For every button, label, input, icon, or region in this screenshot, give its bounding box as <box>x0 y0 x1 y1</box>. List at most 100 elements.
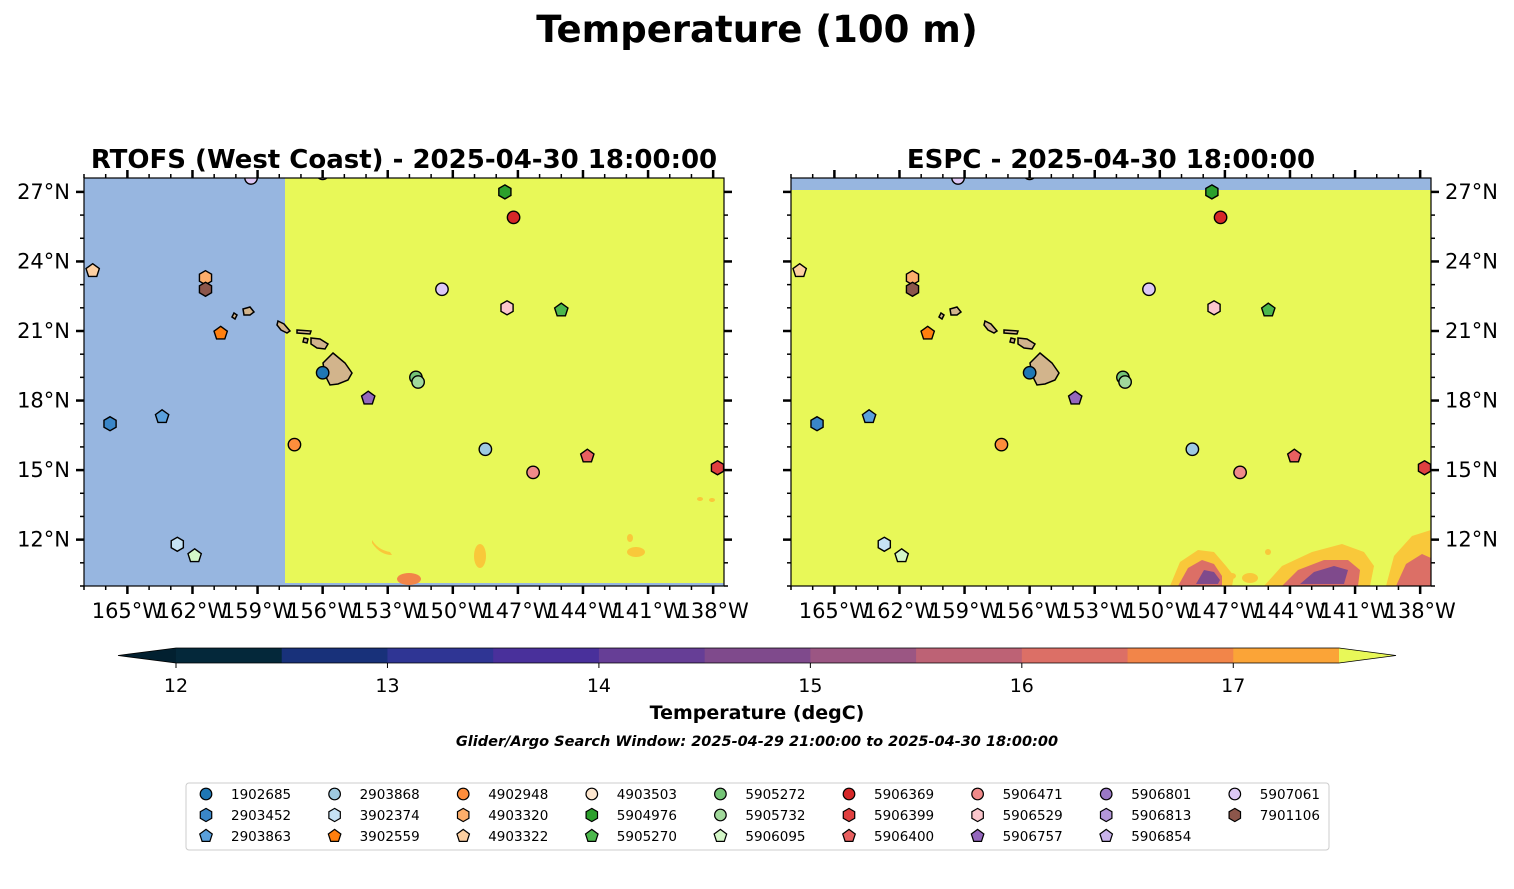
legend-entries: 1902685 2903452 2903863 2903868 3902374 39025… <box>199 787 1320 845</box>
legend-label: 5906801 <box>1131 787 1191 803</box>
left-float-5907061 <box>435 282 449 297</box>
legend-marker-3902559 <box>327 828 342 842</box>
legend-entry: 4903503 <box>585 787 677 803</box>
right-xtick-label: 138°W <box>1384 599 1456 623</box>
legend-marker-5907061 <box>1228 787 1242 801</box>
right-ytick-label: 24°N <box>1445 249 1498 273</box>
colorbar-segments <box>117 647 1397 664</box>
left-ytick-label: 24°N <box>17 249 70 273</box>
legend-label: 4902948 <box>488 787 548 803</box>
right-float-5904976 <box>1205 184 1219 200</box>
left-float-5905732 <box>411 375 426 389</box>
legend-label: 4903322 <box>488 829 548 845</box>
legend-entry: 5906399 <box>842 807 934 824</box>
colorbar-tick-label: 15 <box>798 675 822 697</box>
legend-entry: 5906471 <box>971 787 1063 803</box>
right-cool-patches <box>1170 530 1431 586</box>
colorbar-tick-label: 17 <box>1221 675 1245 697</box>
left-island-kauai <box>242 306 256 316</box>
legend-marker-5905732 <box>714 808 727 822</box>
legend-box <box>185 782 1330 851</box>
right-float-4903322 <box>792 262 808 278</box>
legend-label: 5906757 <box>1003 829 1063 845</box>
colorbar-segment <box>176 648 283 663</box>
right-float-5905732 <box>1118 375 1133 389</box>
legend-label: 5906529 <box>1003 808 1063 824</box>
left-ytick-label: 12°N <box>17 528 70 552</box>
left-island-molokai <box>296 329 313 335</box>
legend-marker-5906400 <box>842 828 856 842</box>
right-float-5906757 <box>1067 390 1083 405</box>
right-island-niihau <box>938 311 945 321</box>
legend-marker-4903320 <box>456 807 470 823</box>
right-float-7901106 <box>905 281 920 298</box>
legend-entry: 5906400 <box>842 828 934 845</box>
legend-label: 5905732 <box>745 808 805 824</box>
legend-label: 5904976 <box>617 808 677 824</box>
legend-label: 5905270 <box>617 829 677 845</box>
legend-marker-4903322 <box>456 828 471 842</box>
colorbar-under-extension <box>118 648 176 663</box>
legend-entry: 5906529 <box>971 807 1063 824</box>
right-nodata-top-band <box>791 178 1431 190</box>
left-warm-patches <box>372 497 715 585</box>
left-float-4903322 <box>85 262 101 278</box>
left-float-markers <box>85 178 724 563</box>
legend-entry: 2903868 <box>328 787 420 803</box>
left-island-maui <box>310 337 330 350</box>
right-float-5906095 <box>894 547 910 563</box>
legend-entry: 5906095 <box>713 828 806 845</box>
legend-entry: 5906801 <box>1099 787 1191 803</box>
right-float-2903868 <box>1185 442 1200 457</box>
legend-label: 2903868 <box>360 787 420 803</box>
colorbar-segment <box>916 648 1023 663</box>
legend-marker-2903863 <box>199 828 213 842</box>
right-float-2903863 <box>861 408 877 424</box>
right-xtick-label: 156°W <box>994 599 1066 623</box>
colorbar-segment <box>387 648 494 663</box>
left-float-5906399 <box>710 459 724 476</box>
right-map-frame <box>790 177 1432 587</box>
legend-entry: 5906854 <box>1099 828 1191 845</box>
left-float-5904976 <box>498 184 512 200</box>
legend-marker-5906813 <box>1099 807 1113 823</box>
left-float-3902559 <box>213 325 229 340</box>
float-legend: 1902685 2903452 2903863 2903868 3902374 39025… <box>185 782 1330 851</box>
right-island-maui <box>1017 337 1037 350</box>
legend-label: 5906813 <box>1131 808 1191 824</box>
left-float-2903452 <box>103 415 117 432</box>
legend-entry: 5907061 <box>1228 787 1320 803</box>
left-xtick-label: 144°W <box>547 599 619 623</box>
legend-label: 5906369 <box>874 787 934 803</box>
left-float-3902374 <box>170 536 185 553</box>
legend-marker-2903868 <box>328 787 342 801</box>
right-xtick-label: 165°W <box>799 599 871 623</box>
right-island-oahu <box>983 319 999 334</box>
right-float-4902948 <box>994 437 1009 452</box>
left-xtick-label: 162°W <box>157 599 229 623</box>
left-xtick-label: 141°W <box>612 599 684 623</box>
right-float-3902559 <box>920 325 936 340</box>
left-panel-title: RTOFS (West Coast) - 2025-04-30 18:00:00 <box>91 145 717 175</box>
right-panel-title: ESPC - 2025-04-30 18:00:00 <box>907 145 1315 175</box>
left-float-5906471 <box>526 465 540 480</box>
left-nodata-bottom-strip <box>285 583 724 586</box>
right-float-5906369 <box>1213 210 1228 225</box>
legend-marker-5906529 <box>971 807 984 823</box>
right-float-5906400 <box>1286 448 1302 463</box>
right-map-panel: ESPC - 2025-04-30 18:00:00 <box>783 145 1498 623</box>
legend-label: 5906471 <box>1003 787 1063 803</box>
colorbar-tick-label: 13 <box>375 675 399 697</box>
left-island-niihau <box>231 311 238 321</box>
legend-entry: 7901106 <box>1228 807 1320 824</box>
left-ytick-label: 18°N <box>17 389 70 413</box>
right-xtick-label: 144°W <box>1254 599 1326 623</box>
legend-marker-4903503 <box>585 787 599 801</box>
left-float-5906400 <box>579 448 595 463</box>
left-island-lanai <box>302 337 309 344</box>
left-xtick-label: 150°W <box>417 599 489 623</box>
legend-marker-5906471 <box>971 787 984 801</box>
legend-entry: 4903320 <box>456 807 548 824</box>
left-float-5906369 <box>506 210 521 225</box>
right-float-5906529 <box>1207 300 1221 316</box>
